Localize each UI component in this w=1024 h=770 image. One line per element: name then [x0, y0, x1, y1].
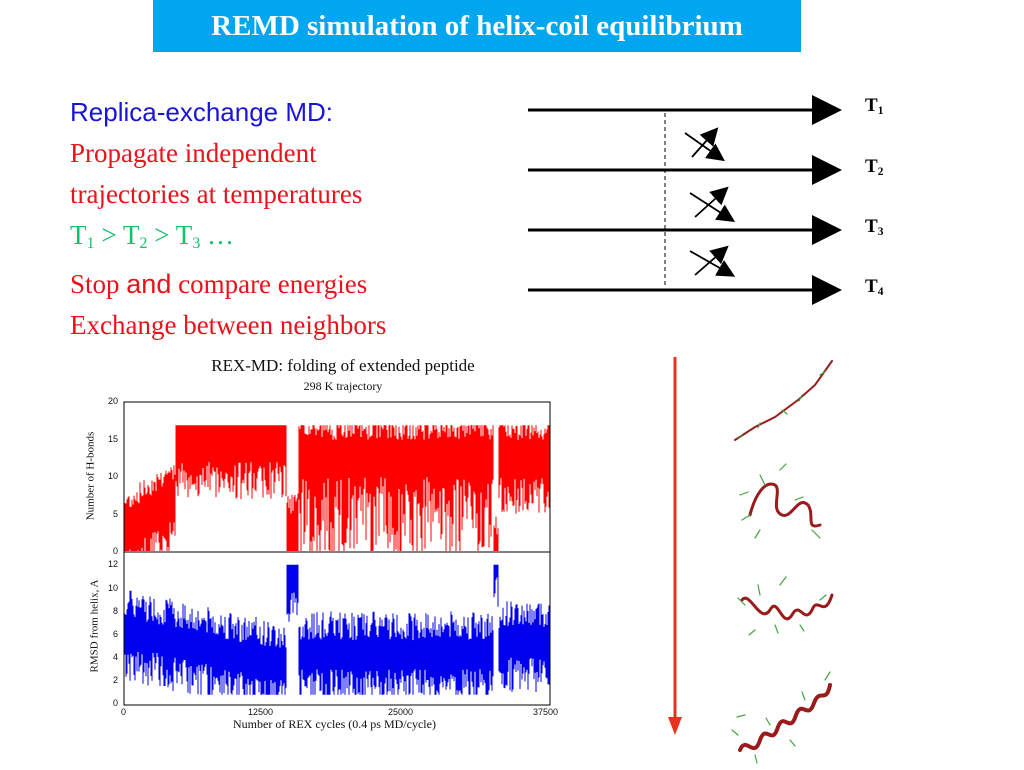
t4-label: T4: [865, 276, 884, 298]
text-block: Replica-exchange MD: Propagate independe…: [70, 92, 510, 346]
temperature-order: T1 > T2 > T3 …: [70, 220, 235, 253]
top-ytick-0: 0: [113, 546, 119, 556]
bottom-ytick-12: 12: [108, 559, 119, 569]
bottom-ylabel: RMSD from helix, A: [88, 579, 101, 673]
top-ytick-20: 20: [108, 396, 119, 406]
figure-xlabel: Number of REX cycles (0.4 ps MD/cycle): [233, 717, 436, 731]
rmsd-series: [124, 564, 550, 695]
heading: Replica-exchange MD:: [70, 97, 334, 127]
structure-drawings: [731, 360, 834, 764]
time-arrow: [668, 357, 682, 735]
line-trajectories: trajectories at temperatures: [70, 179, 363, 209]
figure-subtitle: 298 K trajectory: [303, 379, 383, 393]
partially-folded-peptide: [739, 463, 822, 539]
xtick-37500: 37500: [533, 707, 559, 717]
line-propagate: Propagate independent: [70, 138, 317, 168]
rmsd-trace: [124, 564, 550, 695]
bottom-ytick-2: 2: [113, 675, 119, 685]
rexmd-figure: REX-MD: folding of extended peptide 298 …: [84, 352, 578, 762]
top-ytick-15: 15: [108, 434, 119, 444]
replica-exchange-diagram: T1 T2 T3 T4: [520, 85, 920, 315]
hbond-series: [124, 425, 550, 551]
peptide-structures: [720, 355, 850, 765]
bottom-panel-frame: [123, 551, 551, 706]
extended-peptide: [734, 360, 833, 441]
bottom-ytick-6: 6: [113, 629, 119, 639]
t2-label: T2: [865, 156, 884, 178]
exchange-cross-3-4: [689, 245, 736, 277]
slide-title: REMD simulation of helix-coil equilibriu…: [153, 0, 801, 52]
bottom-ytick-8: 8: [113, 606, 119, 616]
xtick-0: 0: [121, 707, 127, 717]
exchange-cross-2-3: [689, 186, 736, 222]
top-ytick-5: 5: [113, 509, 119, 519]
figure-title: REX-MD: folding of extended peptide: [211, 356, 475, 375]
bottom-ytick-0: 0: [113, 698, 119, 708]
xtick-12500: 12500: [248, 707, 274, 717]
replica-arrows: [528, 95, 842, 305]
t1-label: T1: [865, 95, 884, 117]
t3-label: T3: [865, 216, 884, 238]
hbond-trace: [124, 425, 550, 551]
exchange-cross-1-2: [684, 127, 725, 162]
alpha-helix: [731, 671, 832, 764]
top-ytick-10: 10: [108, 471, 119, 481]
line-exchange: Exchange between neighbors: [70, 310, 387, 341]
top-ylabel: Number of H-bonds: [84, 431, 97, 521]
bottom-ytick-4: 4: [113, 652, 119, 662]
line-stop-compare: Stop and compare energies: [70, 269, 368, 300]
bottom-ytick-10: 10: [108, 583, 119, 593]
figure-plot: [123, 401, 551, 706]
xtick-25000: 25000: [388, 707, 414, 717]
helix-forming-peptide: [737, 576, 834, 636]
